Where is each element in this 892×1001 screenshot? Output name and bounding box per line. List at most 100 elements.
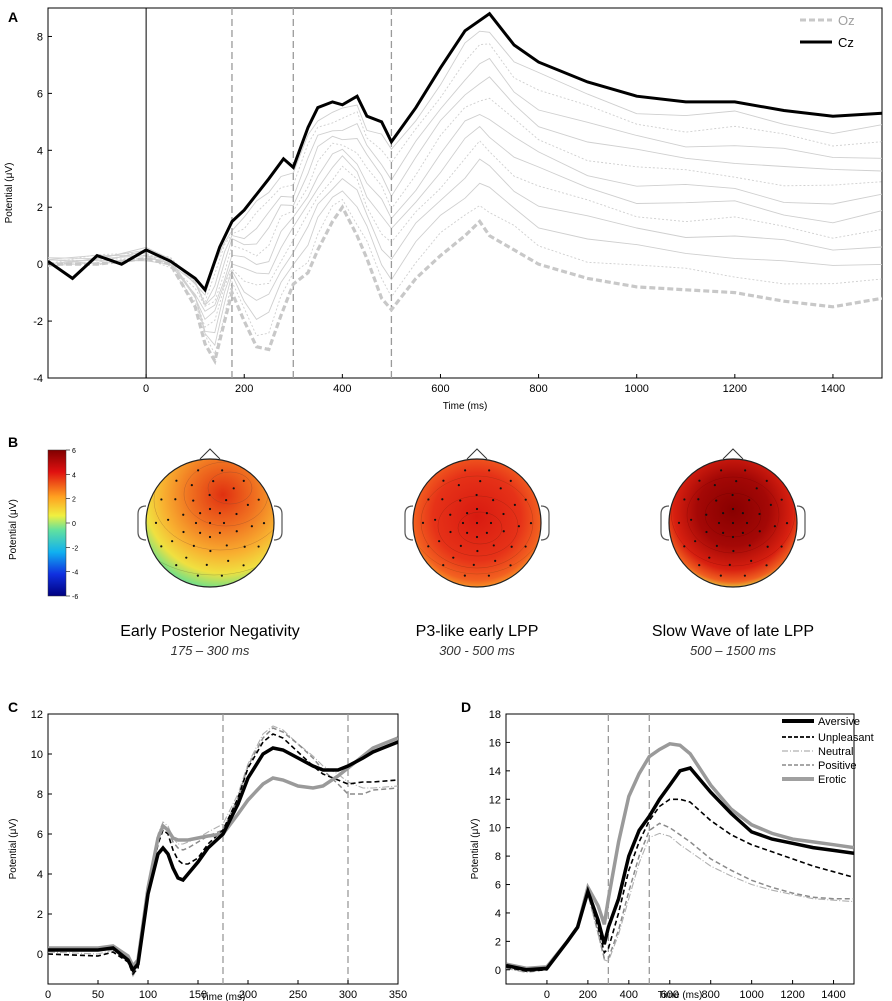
- electrode-dot: [192, 544, 195, 547]
- x-tick-label: 0: [143, 383, 149, 395]
- electrode-trace: [48, 57, 882, 306]
- colorbar-tick-label: -4: [72, 570, 78, 577]
- electrode-dot: [513, 503, 516, 506]
- electrode-dot: [485, 531, 488, 534]
- electrode-dot: [509, 564, 512, 567]
- series-positive: [48, 727, 398, 976]
- electrode-dot: [717, 521, 721, 525]
- electrode-trace: [48, 30, 882, 296]
- electrode-dot: [735, 480, 738, 483]
- colorbar-tick-label: 0: [72, 521, 76, 528]
- panel-a-ticks: 0 200 400 600 800 1000 1200 1400 -4 -2 0 2 4 6 8: [33, 31, 845, 395]
- colorbar-tick-label: 2: [72, 497, 76, 504]
- x-tick-label: 250: [289, 989, 307, 1001]
- electrode-dot: [748, 544, 751, 547]
- electrode-dot: [720, 469, 723, 472]
- electrode-dot: [705, 530, 708, 534]
- electrode-dots-3: [677, 469, 789, 577]
- panel-c-chart: 0 50 100 150 200 250 300 350 0 2 4 6 8 10 12 Time (ms)…: [8, 709, 407, 1001]
- electrode-dot: [748, 499, 751, 502]
- electrode-dot: [160, 498, 163, 501]
- y-tick-label: 0: [37, 259, 43, 271]
- electrode-dot: [194, 521, 198, 525]
- electrode-dot: [479, 480, 482, 483]
- x-tick-label: 800: [529, 383, 547, 395]
- colorbar-label: Potential (μV): [8, 499, 19, 560]
- electrode-dot: [442, 564, 445, 567]
- panel-c-ylabel: Potential (μV): [8, 819, 19, 880]
- x-tick-label: 200: [579, 989, 597, 1001]
- electrode-dot: [441, 498, 444, 501]
- y-tick-label: 4: [37, 869, 43, 881]
- x-tick-label: 600: [431, 383, 449, 395]
- electrode-dot: [750, 559, 753, 562]
- electrode-dot: [785, 522, 789, 525]
- x-tick-label: 1400: [821, 989, 845, 1001]
- electrode-dot: [250, 525, 253, 528]
- series-aversive: [48, 740, 398, 974]
- electrode-dot: [715, 544, 718, 547]
- y-tick-label: 14: [489, 766, 501, 778]
- head-outline-2: [412, 458, 542, 588]
- electrode-dots-2: [421, 469, 533, 577]
- electrode-dot: [196, 574, 199, 577]
- electrode-dot: [769, 503, 772, 506]
- electrode-dot: [741, 531, 744, 534]
- right-ear-icon: [273, 505, 283, 541]
- panel-c-series: [48, 725, 398, 978]
- colorbar: [47, 449, 67, 597]
- topomap-p3-like-early-lpp: [404, 448, 550, 588]
- legend-oz-label: Oz: [838, 13, 855, 28]
- electrode-dot: [242, 564, 245, 567]
- electrode-dot: [502, 530, 505, 533]
- electrode-dot: [449, 530, 452, 534]
- panel-c-xlabel: Time (ms): [201, 992, 246, 1001]
- electrode-dot: [509, 479, 512, 482]
- colorbar-tick-label: 6: [72, 448, 76, 455]
- electrode-dot: [171, 540, 174, 543]
- electrode-dot: [208, 521, 212, 525]
- electrode-dot: [731, 507, 735, 511]
- electrode-dot: [765, 479, 768, 482]
- colorbar-tick-label: 4: [72, 472, 76, 479]
- electrode-dot: [732, 549, 735, 553]
- y-tick-label: 0: [37, 949, 43, 961]
- electrode-dot: [780, 545, 783, 548]
- electrode-dot: [459, 499, 462, 502]
- y-tick-label: 2: [37, 202, 43, 214]
- colorbar-tick-label: -6: [72, 594, 78, 601]
- right-ear-icon: [540, 505, 550, 541]
- electrode-dots-1: [154, 469, 266, 577]
- electrode-dot: [190, 484, 193, 487]
- electrode-dot: [212, 480, 215, 483]
- y-tick-label: 12: [31, 709, 43, 721]
- electrode-dot: [677, 521, 681, 524]
- electrode-dot: [694, 540, 697, 543]
- series-oz: [48, 204, 882, 366]
- panel-a-electrode-traces: [48, 30, 882, 356]
- electrode-dot: [218, 512, 221, 515]
- electrode-dot: [459, 544, 462, 547]
- legend-positive-label: Positive: [818, 760, 857, 772]
- electrode-dot: [475, 521, 479, 525]
- x-tick-label: 350: [389, 989, 407, 1001]
- y-tick-label: 4: [495, 908, 501, 920]
- electrode-dot: [472, 563, 475, 566]
- electrode-dot: [773, 525, 776, 528]
- x-tick-label: 1200: [780, 989, 804, 1001]
- electrode-trace: [48, 43, 882, 303]
- y-tick-label: 8: [37, 789, 43, 801]
- y-tick-label: 6: [495, 880, 501, 892]
- electrode-dot: [466, 531, 469, 534]
- electrode-dot: [529, 522, 533, 525]
- electrode-dot: [708, 556, 711, 559]
- x-tick-label: 50: [92, 989, 104, 1001]
- x-tick-label: 1000: [739, 989, 763, 1001]
- electrode-dot: [713, 484, 716, 487]
- electrode-dot: [476, 549, 479, 553]
- panel-a-xlabel: Time (ms): [443, 401, 488, 412]
- panel-d-ylabel: Potential (μV): [470, 819, 481, 880]
- nose-icon: [722, 448, 744, 460]
- electrode-dot: [174, 498, 177, 501]
